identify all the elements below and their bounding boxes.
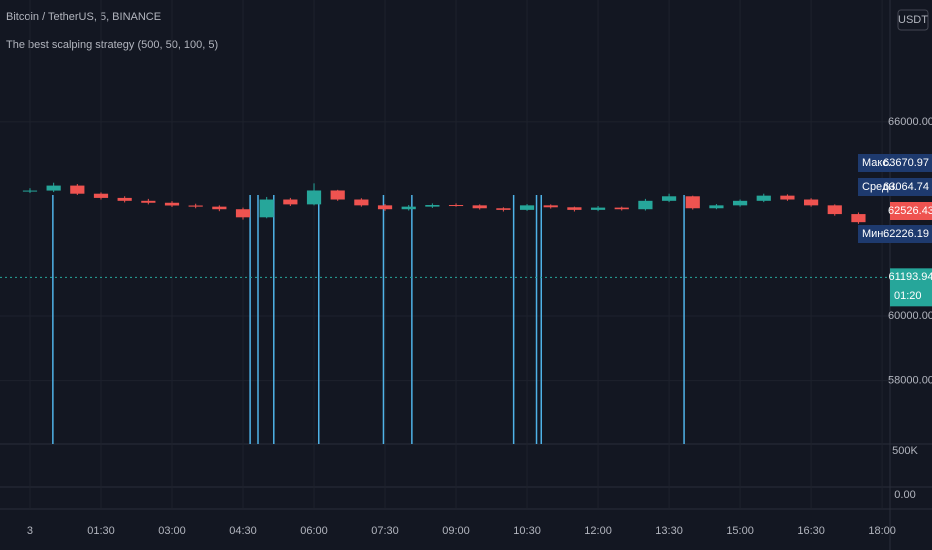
stat-label-bg — [858, 154, 932, 172]
candle-body — [496, 208, 511, 210]
currency-box — [897, 9, 929, 31]
candle-body — [590, 207, 606, 210]
candle-body — [827, 205, 842, 215]
x-tick-label: 04:30 — [229, 525, 257, 537]
candle-body — [661, 196, 677, 201]
candle-body — [46, 185, 61, 191]
candle-body — [756, 195, 771, 201]
candle-body — [212, 206, 227, 210]
candle-body — [685, 196, 700, 209]
stat-name: Макс. — [862, 157, 891, 169]
candle-body — [354, 199, 369, 206]
candle-body — [283, 199, 298, 205]
candle-body — [330, 190, 345, 200]
candle-body — [567, 207, 582, 210]
chart-title: Bitcoin / TetherUS, 5, BINANCE — [6, 11, 161, 23]
candle-body — [22, 190, 38, 192]
stat-value: 62226.19 — [883, 228, 929, 240]
stat-label-bg — [858, 178, 932, 196]
x-tick-label: 06:00 — [300, 525, 328, 537]
lower-tick-label: 0.00 — [894, 489, 915, 501]
x-tick-label: 07:30 — [371, 525, 399, 537]
candle-body — [803, 199, 819, 206]
candle-body — [259, 199, 274, 218]
candle-body — [448, 205, 464, 207]
candle-body — [425, 205, 440, 207]
stat-value: 63670.97 — [883, 157, 929, 169]
strategy-label: The best scalping strategy (500, 50, 100… — [6, 39, 218, 51]
candle-body — [306, 190, 322, 205]
x-tick-label: 3 — [27, 525, 33, 537]
last-price-bg — [890, 202, 932, 220]
candle-body — [519, 205, 535, 210]
candle-body — [188, 205, 203, 207]
x-tick-label: 01:30 — [87, 525, 115, 537]
candle-body — [638, 200, 653, 210]
candle-body — [543, 205, 558, 208]
candle-body — [117, 197, 132, 201]
last-price: 62526.43 — [888, 205, 932, 217]
candle-body — [164, 202, 180, 206]
candle-body — [141, 200, 156, 203]
x-tick-label: 10:30 — [513, 525, 541, 537]
x-tick-label: 09:00 — [442, 525, 470, 537]
x-tick-label: 03:00 — [158, 525, 186, 537]
marker-price: 61193.94 — [888, 271, 932, 283]
stat-value: 63064.74 — [883, 181, 929, 193]
candle-body — [377, 205, 393, 210]
candle-body — [614, 207, 629, 210]
stat-name: Мин. — [862, 228, 886, 240]
x-tick-label: 18:00 — [868, 525, 896, 537]
countdown: 01:20 — [894, 290, 922, 302]
x-tick-label: 15:00 — [726, 525, 754, 537]
candle-body — [472, 205, 487, 209]
candle-body — [780, 195, 795, 200]
x-tick-label: 16:30 — [797, 525, 825, 537]
x-tick-label: 13:30 — [655, 525, 683, 537]
y-tick-label: 66000.00 — [888, 116, 932, 128]
candle-body — [851, 214, 866, 223]
candle-body — [401, 206, 416, 210]
candle-body — [709, 205, 724, 209]
candle-body — [93, 193, 109, 198]
candle-body — [70, 185, 85, 194]
y-tick-label: 58000.00 — [888, 375, 932, 387]
candle-body — [732, 200, 748, 206]
x-tick-label: 12:00 — [584, 525, 612, 537]
stat-label-bg — [858, 225, 932, 243]
lower-tick-label: 500K — [892, 445, 918, 457]
currency: USDT — [898, 14, 928, 26]
candle-body — [235, 209, 251, 218]
stat-name: Средн. — [862, 181, 898, 193]
y-tick-label: 60000.00 — [888, 310, 932, 322]
marker-price-bg — [890, 268, 932, 307]
